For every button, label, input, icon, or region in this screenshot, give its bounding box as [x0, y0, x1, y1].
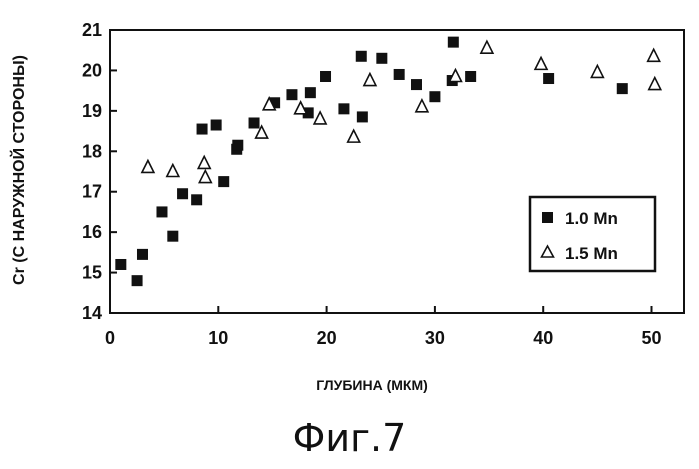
data-point-1-0-mn [465, 71, 476, 82]
data-point-1-5-mn [364, 74, 376, 86]
data-point-1-5-mn [314, 112, 326, 124]
data-point-1-0-mn [191, 194, 202, 205]
data-point-1-0-mn [211, 120, 222, 131]
data-point-1-5-mn [167, 165, 179, 177]
y-tick-label: 16 [82, 222, 102, 242]
y-axis: 14 15 16 17 18 19 20 21 [82, 20, 117, 323]
data-point-1-0-mn [197, 124, 208, 135]
data-point-1-0-mn [376, 53, 387, 64]
data-point-1-5-mn [198, 156, 210, 168]
y-tick-label: 21 [82, 20, 102, 40]
y-tick-label: 17 [82, 182, 102, 202]
legend-marker-square [542, 212, 553, 223]
x-axis-label: ГЛУБИНА (МКМ) [316, 377, 428, 393]
data-point-1-5-mn [649, 78, 661, 90]
data-point-1-5-mn [142, 160, 154, 172]
data-point-1-5-mn [416, 100, 428, 112]
y-tick-label: 18 [82, 141, 102, 161]
data-point-1-0-mn [286, 89, 297, 100]
x-tick-label: 30 [425, 328, 445, 348]
data-point-1-0-mn [249, 117, 260, 128]
data-point-1-5-mn [535, 57, 547, 69]
data-point-1-5-mn [481, 41, 493, 53]
data-point-1-0-mn [177, 188, 188, 199]
y-axis-label: Cr (С НАРУЖНОЙ СТОРОНЫ) [9, 55, 28, 285]
y-tick-label: 19 [82, 101, 102, 121]
data-point-1-0-mn [156, 206, 167, 217]
data-point-1-0-mn [617, 83, 628, 94]
data-point-1-5-mn [648, 49, 660, 61]
data-point-1-0-mn [167, 231, 178, 242]
data-point-1-0-mn [357, 111, 368, 122]
legend-label-1-0-mn: 1.0 Mn [565, 209, 618, 228]
figure-caption: Фиг.7 [0, 416, 699, 460]
legend: 1.0 Mn 1.5 Mn [530, 197, 655, 271]
y-tick-label: 14 [82, 303, 102, 323]
x-tick-label: 50 [641, 328, 661, 348]
data-point-1-5-mn [591, 65, 603, 77]
legend-label-1-5-mn: 1.5 Mn [565, 244, 618, 263]
x-tick-label: 10 [208, 328, 228, 348]
x-tick-label: 20 [317, 328, 337, 348]
data-point-1-0-mn [338, 103, 349, 114]
data-point-1-0-mn [448, 37, 459, 48]
data-point-1-0-mn [218, 176, 229, 187]
data-point-1-5-mn [199, 171, 211, 183]
x-tick-label: 0 [105, 328, 115, 348]
data-point-1-0-mn [394, 69, 405, 80]
data-point-1-0-mn [320, 71, 331, 82]
data-point-1-0-mn [356, 51, 367, 62]
data-point-1-0-mn [115, 259, 126, 270]
y-tick-label: 15 [82, 263, 102, 283]
data-point-1-0-mn [305, 87, 316, 98]
data-point-1-0-mn [132, 275, 143, 286]
x-tick-label: 40 [533, 328, 553, 348]
data-point-1-5-mn [348, 130, 360, 142]
data-point-1-0-mn [232, 140, 243, 151]
data-point-1-0-mn [543, 73, 554, 84]
data-point-1-0-mn [411, 79, 422, 90]
data-point-1-0-mn [137, 249, 148, 260]
data-point-1-0-mn [429, 91, 440, 102]
y-tick-label: 20 [82, 60, 102, 80]
